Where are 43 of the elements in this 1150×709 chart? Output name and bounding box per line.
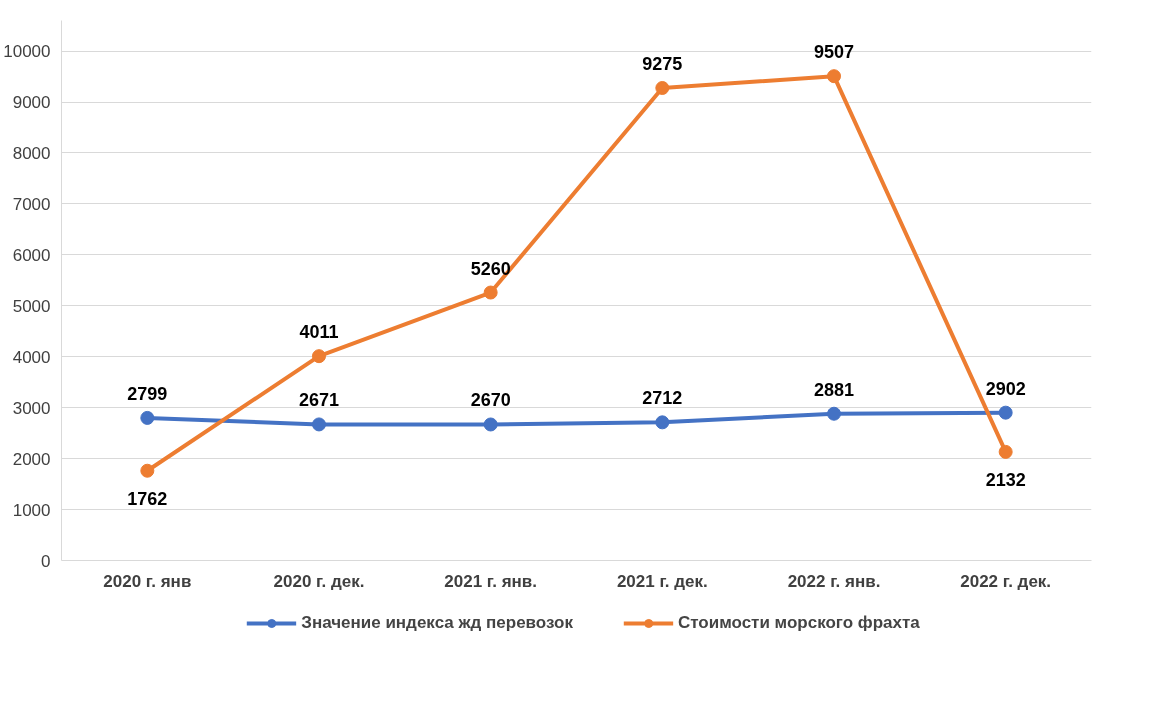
data-label: 5260 xyxy=(470,258,511,279)
point xyxy=(827,406,841,421)
point xyxy=(483,417,498,432)
x-tick-label: 2020 г. янв xyxy=(103,571,192,591)
legend-label: Значение индекса жд перевозок xyxy=(301,613,573,633)
y-tick-label: 10000 xyxy=(3,42,51,62)
point xyxy=(827,69,841,84)
data-label: 2712 xyxy=(642,388,683,409)
data-label: 9275 xyxy=(642,54,683,74)
y-tick-label: 9000 xyxy=(12,93,51,113)
x-tick-label: 2021 г. дек. xyxy=(616,571,708,591)
point xyxy=(312,417,326,432)
y-tick-label: 3000 xyxy=(12,398,51,418)
data-label: 2132 xyxy=(985,469,1026,490)
point xyxy=(312,349,326,364)
x-tick-label: 2020 г. дек. xyxy=(273,571,365,591)
legend-label: Стоимости морского фрахта xyxy=(677,613,920,633)
data-label: 4011 xyxy=(299,322,339,343)
data-label: 2902 xyxy=(985,378,1026,399)
point xyxy=(483,285,498,300)
y-tick-label: 8000 xyxy=(12,143,51,163)
y-tick-label: 7000 xyxy=(12,194,51,214)
data-label: 2881 xyxy=(813,379,855,400)
data-label: 1762 xyxy=(127,488,168,509)
y-tick-label: 0 xyxy=(41,551,51,571)
data-label: 2671 xyxy=(298,390,340,411)
data-label: 2799 xyxy=(127,383,168,404)
point xyxy=(998,444,1013,459)
data-label: 9507 xyxy=(813,42,855,63)
point xyxy=(998,405,1013,420)
data-label: 2670 xyxy=(470,390,511,411)
x-tick-label: 2021 г. янв. xyxy=(444,571,538,591)
point xyxy=(655,81,670,95)
x-tick-label: 2022 г. дек. xyxy=(960,571,1052,591)
y-tick-label: 4000 xyxy=(12,347,51,367)
y-tick-label: 5000 xyxy=(12,296,51,316)
x-tick-label: 2022 г. янв. xyxy=(787,571,881,591)
y-tick-label: 6000 xyxy=(12,245,51,265)
y-tick-label: 2000 xyxy=(12,449,51,469)
point xyxy=(140,410,155,425)
point xyxy=(655,415,670,430)
point xyxy=(140,463,155,478)
y-tick-label: 1000 xyxy=(12,500,51,520)
